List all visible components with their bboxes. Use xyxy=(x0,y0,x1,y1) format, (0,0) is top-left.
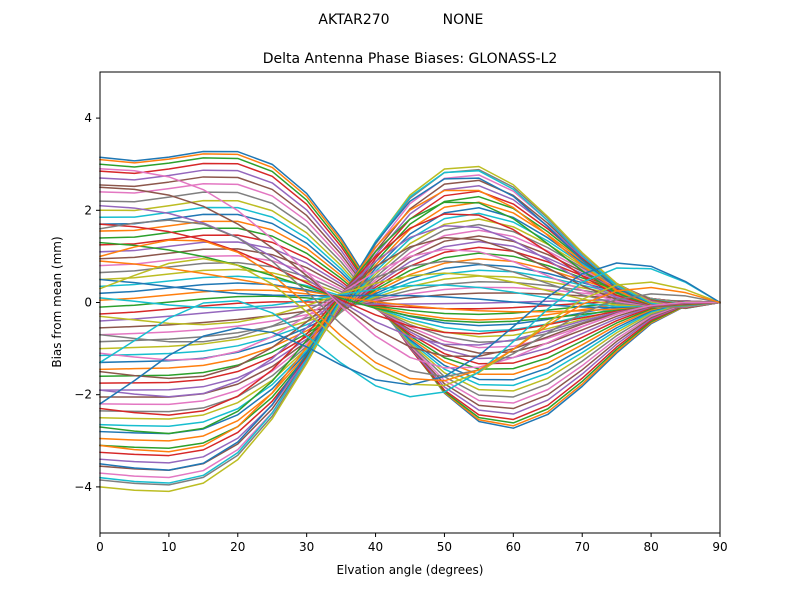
series-line-60 xyxy=(99,284,721,309)
series-line-70 xyxy=(98,267,722,398)
y-tick-label: −2 xyxy=(74,388,92,402)
x-tick-label: 90 xyxy=(712,540,727,554)
series-line-7 xyxy=(99,182,721,404)
series-line-51 xyxy=(99,177,721,471)
series-line-71 xyxy=(98,262,722,405)
antenna-name: AKTAR270 xyxy=(318,12,389,28)
y-axis-ticks: −4 −2 0 2 4 xyxy=(74,111,100,494)
y-axis-label: Bias from mean (mm) xyxy=(50,236,64,367)
series-lines xyxy=(98,150,722,493)
series-line-15 xyxy=(99,241,721,360)
series-line-14 xyxy=(99,234,721,365)
series-line-65 xyxy=(99,204,721,346)
series-line-9 xyxy=(99,199,721,392)
series-line-55 xyxy=(99,225,721,398)
series-line-10 xyxy=(99,206,721,387)
series-line-59 xyxy=(99,272,721,326)
radome-name: NONE xyxy=(443,12,484,28)
x-tick-label: 0 xyxy=(96,540,104,554)
x-axis-ticks: 0 10 20 30 40 50 60 70 80 90 xyxy=(96,533,728,554)
x-tick-label: 20 xyxy=(230,540,245,554)
series-line-64 xyxy=(99,223,721,335)
series-line-11 xyxy=(99,213,721,381)
y-tick-label: 0 xyxy=(84,296,92,310)
x-tick-label: 60 xyxy=(506,540,521,554)
series-line-61 xyxy=(99,278,721,309)
series-line-58 xyxy=(99,260,721,343)
series-line-29 xyxy=(99,275,721,350)
series-line-72 xyxy=(99,239,721,382)
series-line-53 xyxy=(99,201,721,435)
series-line-31 xyxy=(99,263,721,364)
series-line-16 xyxy=(99,248,721,354)
x-tick-label: 40 xyxy=(368,540,383,554)
series-line-12 xyxy=(99,220,721,376)
series-line-67 xyxy=(99,168,721,369)
x-tick-label: 30 xyxy=(299,540,314,554)
x-tick-label: 10 xyxy=(161,540,176,554)
x-tick-label: 80 xyxy=(643,540,658,554)
series-line-54 xyxy=(99,213,721,416)
series-line-8 xyxy=(99,191,721,398)
y-tick-label: 2 xyxy=(84,203,92,217)
chart-title: Delta Antenna Phase Biases: GLONASS-L2 xyxy=(263,51,558,67)
series-line-49 xyxy=(99,165,721,493)
series-line-68 xyxy=(99,219,721,378)
x-axis-label: Elvation angle (degrees) xyxy=(337,563,484,577)
y-tick-label: −4 xyxy=(74,480,92,494)
x-tick-label: 50 xyxy=(437,540,452,554)
series-line-57 xyxy=(99,248,721,361)
y-tick-label: 4 xyxy=(84,111,92,125)
x-tick-label: 70 xyxy=(575,540,590,554)
series-line-63 xyxy=(99,241,721,324)
series-line-62 xyxy=(99,260,721,313)
